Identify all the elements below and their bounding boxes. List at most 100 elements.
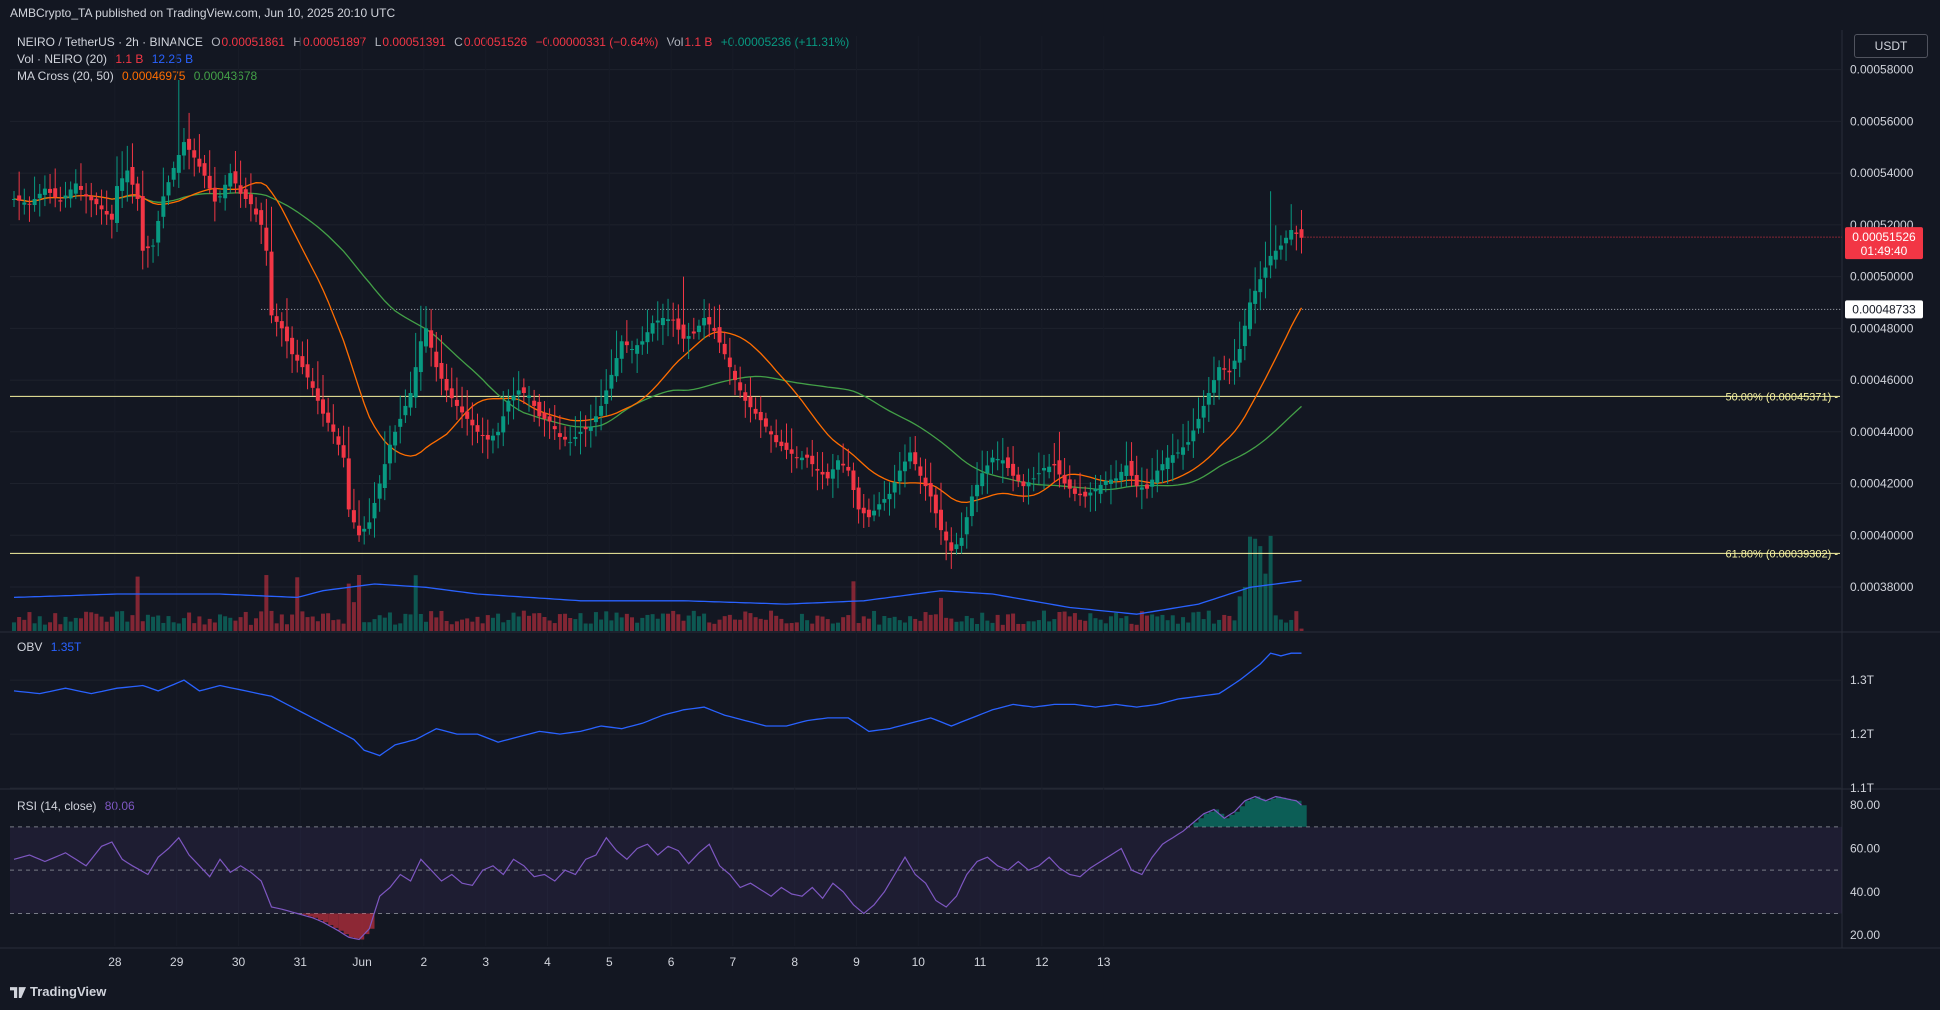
candle-body[interactable]: [959, 537, 964, 546]
candle-body[interactable]: [310, 381, 315, 388]
candle-body[interactable]: [1227, 370, 1232, 373]
candle-body[interactable]: [830, 469, 835, 479]
candle-body[interactable]: [1186, 442, 1191, 445]
candle-body[interactable]: [717, 327, 722, 343]
candle-body[interactable]: [1299, 229, 1304, 238]
candle-body[interactable]: [161, 196, 166, 217]
candle-body[interactable]: [207, 175, 212, 189]
candle-body[interactable]: [1263, 267, 1268, 278]
candle-body[interactable]: [763, 418, 768, 427]
candle-body[interactable]: [202, 163, 207, 176]
candle-body[interactable]: [1062, 474, 1067, 484]
candle-body[interactable]: [568, 442, 573, 444]
candle-body[interactable]: [810, 455, 815, 465]
candle-body[interactable]: [1011, 463, 1016, 476]
candle-body[interactable]: [908, 452, 913, 462]
candle-body[interactable]: [980, 473, 985, 487]
candle-body[interactable]: [944, 531, 949, 541]
candle-body[interactable]: [1103, 480, 1108, 485]
candle-body[interactable]: [145, 246, 150, 249]
candle-body[interactable]: [367, 522, 372, 529]
candle-body[interactable]: [470, 419, 475, 426]
candle-body[interactable]: [923, 477, 928, 487]
candle-body[interactable]: [233, 171, 238, 184]
candle-body[interactable]: [1036, 473, 1041, 475]
candle-body[interactable]: [248, 194, 253, 205]
candle-body[interactable]: [1078, 493, 1083, 496]
candle-body[interactable]: [336, 436, 341, 445]
candle-body[interactable]: [346, 458, 351, 510]
candle-body[interactable]: [985, 465, 990, 474]
candle-body[interactable]: [89, 196, 94, 201]
candle-body[interactable]: [403, 405, 408, 416]
candle-body[interactable]: [799, 457, 804, 461]
candle-body[interactable]: [1016, 474, 1021, 481]
candle-body[interactable]: [485, 434, 490, 440]
candle-body[interactable]: [671, 319, 676, 321]
candle-body[interactable]: [63, 195, 68, 199]
candle-body[interactable]: [32, 198, 37, 206]
candle-body[interactable]: [243, 189, 248, 199]
rsi-legend[interactable]: RSI (14, close) 80.06: [17, 799, 135, 813]
candle-body[interactable]: [887, 493, 892, 500]
candle-body[interactable]: [1294, 232, 1299, 234]
candle-body[interactable]: [228, 173, 233, 187]
candle-body[interactable]: [27, 203, 32, 205]
candle-body[interactable]: [434, 351, 439, 368]
candle-body[interactable]: [1052, 463, 1057, 466]
candle-body[interactable]: [1258, 279, 1263, 293]
candle-body[interactable]: [1021, 481, 1026, 487]
candle-body[interactable]: [460, 406, 465, 413]
candle-body[interactable]: [171, 167, 176, 180]
candle-body[interactable]: [866, 509, 871, 518]
candle-body[interactable]: [789, 449, 794, 454]
candle-body[interactable]: [187, 138, 192, 150]
candle-body[interactable]: [1047, 466, 1052, 473]
candle-body[interactable]: [547, 416, 552, 422]
candle-body[interactable]: [429, 330, 434, 348]
candle-body[interactable]: [1067, 479, 1072, 489]
candle-body[interactable]: [1134, 474, 1139, 487]
candle-body[interactable]: [583, 427, 588, 430]
candle-body[interactable]: [454, 399, 459, 406]
candle-body[interactable]: [1042, 468, 1046, 471]
candle-body[interactable]: [635, 345, 640, 354]
candle-body[interactable]: [496, 431, 501, 436]
candle-body[interactable]: [94, 198, 99, 205]
candle-body[interactable]: [192, 150, 197, 158]
candle-body[interactable]: [181, 142, 186, 156]
candle-body[interactable]: [712, 327, 717, 331]
candle-body[interactable]: [563, 436, 568, 440]
candle-body[interactable]: [892, 482, 897, 493]
candle-body[interactable]: [295, 354, 300, 361]
candle-body[interactable]: [1119, 471, 1124, 481]
candle-body[interactable]: [362, 528, 367, 532]
candle-body[interactable]: [841, 463, 846, 466]
candle-body[interactable]: [624, 341, 629, 346]
candle-body[interactable]: [259, 210, 264, 225]
candle-body[interactable]: [1289, 230, 1294, 240]
tradingview-logo[interactable]: TradingView: [10, 984, 106, 999]
candle-body[interactable]: [815, 468, 820, 471]
candle-body[interactable]: [254, 208, 259, 215]
candle-body[interactable]: [846, 466, 851, 471]
candle-body[interactable]: [666, 319, 671, 321]
candle-body[interactable]: [779, 441, 784, 447]
candle-body[interactable]: [156, 220, 161, 243]
obv-legend[interactable]: OBV 1.35T: [17, 640, 82, 654]
candle-body[interactable]: [1150, 479, 1155, 487]
candle-body[interactable]: [619, 341, 624, 359]
ma-cross-legend[interactable]: MA Cross (20, 50) 0.00046975 0.00043678: [17, 69, 258, 83]
candle-body[interactable]: [284, 326, 289, 342]
candle-body[interactable]: [279, 321, 284, 329]
candle-body[interactable]: [274, 316, 279, 322]
candle-body[interactable]: [733, 370, 737, 381]
candle-body[interactable]: [774, 435, 779, 443]
candle-body[interactable]: [1211, 380, 1216, 393]
candle-body[interactable]: [176, 155, 181, 173]
candle-body[interactable]: [851, 470, 856, 491]
candle-body[interactable]: [1170, 455, 1175, 463]
candle-body[interactable]: [140, 196, 145, 251]
candle-body[interactable]: [964, 517, 969, 535]
candle-body[interactable]: [686, 336, 691, 339]
